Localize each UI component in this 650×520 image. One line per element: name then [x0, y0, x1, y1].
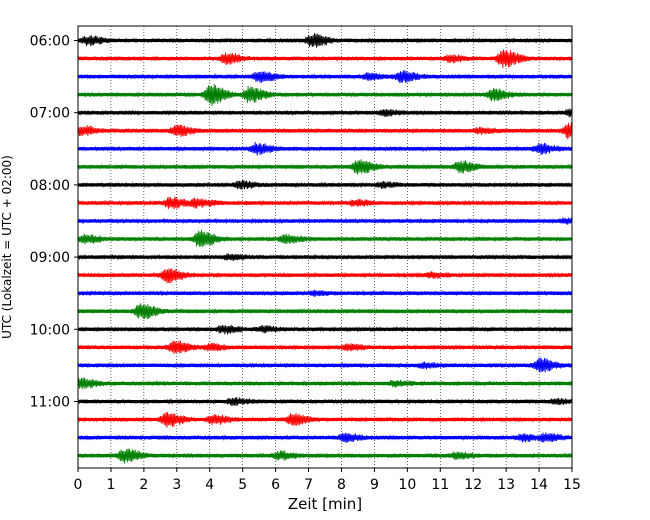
trace-waveform — [77, 396, 573, 407]
x-tick-label-10: 10 — [398, 477, 416, 493]
trace-0600 — [77, 33, 573, 48]
trace-waveform — [77, 33, 573, 48]
y-tick-label-5: 11:00 — [30, 395, 70, 411]
trace-waveform — [77, 411, 573, 428]
trace-0715 — [77, 122, 573, 140]
trace-0615 — [77, 49, 573, 69]
trace-0630 — [77, 70, 573, 83]
trace-1000 — [77, 324, 573, 335]
trace-waveform — [77, 108, 573, 118]
y-tick-label-4: 10:00 — [30, 322, 70, 338]
trace-waveform — [77, 432, 573, 444]
trace-0745 — [77, 159, 573, 175]
trace-waveform — [77, 324, 573, 335]
trace-1015 — [77, 340, 573, 355]
x-tick-label-11: 11 — [431, 477, 449, 493]
x-tick-label-1: 1 — [106, 477, 115, 493]
trace-waveform — [77, 217, 573, 225]
trace-waveform — [77, 229, 573, 247]
y-tick-label-3: 09:00 — [30, 250, 70, 266]
trace-0915 — [77, 268, 573, 284]
trace-0830 — [77, 217, 573, 225]
trace-0930 — [77, 289, 573, 297]
trace-waveform — [77, 179, 573, 190]
trace-waveform — [77, 122, 573, 140]
y-tick-label-1: 07:00 — [30, 106, 70, 122]
x-tick-label-0: 0 — [74, 477, 83, 493]
trace-0845 — [77, 229, 573, 247]
trace-1130 — [77, 432, 573, 444]
y-tick-label-2: 08:00 — [30, 178, 70, 194]
trace-waveform — [77, 70, 573, 83]
trace-waveform — [77, 83, 573, 106]
trace-1115 — [77, 411, 573, 428]
trace-waveform — [77, 159, 573, 175]
y-tick-label-0: 06:00 — [30, 34, 70, 50]
trace-waveform — [77, 357, 573, 373]
trace-waveform — [77, 448, 573, 464]
y-axis-label: UTC (Lokalzeit = UTC + 02:00) — [0, 155, 14, 339]
trace-waveform — [77, 303, 573, 320]
x-tick-label-14: 14 — [530, 477, 548, 493]
x-tick-label-13: 13 — [497, 477, 515, 493]
trace-0700 — [77, 108, 573, 118]
trace-waveform — [77, 340, 573, 355]
trace-0945 — [77, 303, 573, 320]
x-tick-label-7: 7 — [304, 477, 313, 493]
trace-0730 — [77, 141, 573, 156]
y-axis-ticks: 06:00 07:00 08:00 09:00 10:00 11:00 — [30, 34, 78, 411]
seismic-traces — [77, 33, 573, 464]
x-tick-label-6: 6 — [271, 477, 280, 493]
x-axis-label: Zeit [min] — [288, 495, 362, 513]
trace-1145 — [77, 448, 573, 464]
trace-0645 — [77, 83, 573, 106]
trace-1100 — [77, 396, 573, 407]
x-tick-label-9: 9 — [370, 477, 379, 493]
trace-0815 — [77, 196, 573, 210]
trace-1045 — [77, 377, 573, 390]
trace-waveform — [77, 253, 573, 262]
trace-waveform — [77, 49, 573, 69]
trace-waveform — [77, 141, 573, 156]
x-tick-label-8: 8 — [337, 477, 346, 493]
trace-waveform — [77, 196, 573, 210]
trace-waveform — [77, 268, 573, 284]
trace-waveform — [77, 289, 573, 297]
x-tick-label-4: 4 — [205, 477, 214, 493]
trace-0900 — [77, 253, 573, 262]
trace-waveform — [77, 377, 573, 390]
x-tick-label-15: 15 — [563, 477, 581, 493]
trace-1030 — [77, 357, 573, 373]
x-tick-label-3: 3 — [172, 477, 181, 493]
x-tick-label-12: 12 — [464, 477, 482, 493]
x-tick-label-5: 5 — [238, 477, 247, 493]
x-axis-ticks: 0 1 2 3 4 5 6 7 8 9 10 11 12 13 14 15 — [74, 468, 581, 493]
trace-0800 — [77, 179, 573, 190]
x-tick-label-2: 2 — [139, 477, 148, 493]
plot-frame — [77, 25, 573, 469]
